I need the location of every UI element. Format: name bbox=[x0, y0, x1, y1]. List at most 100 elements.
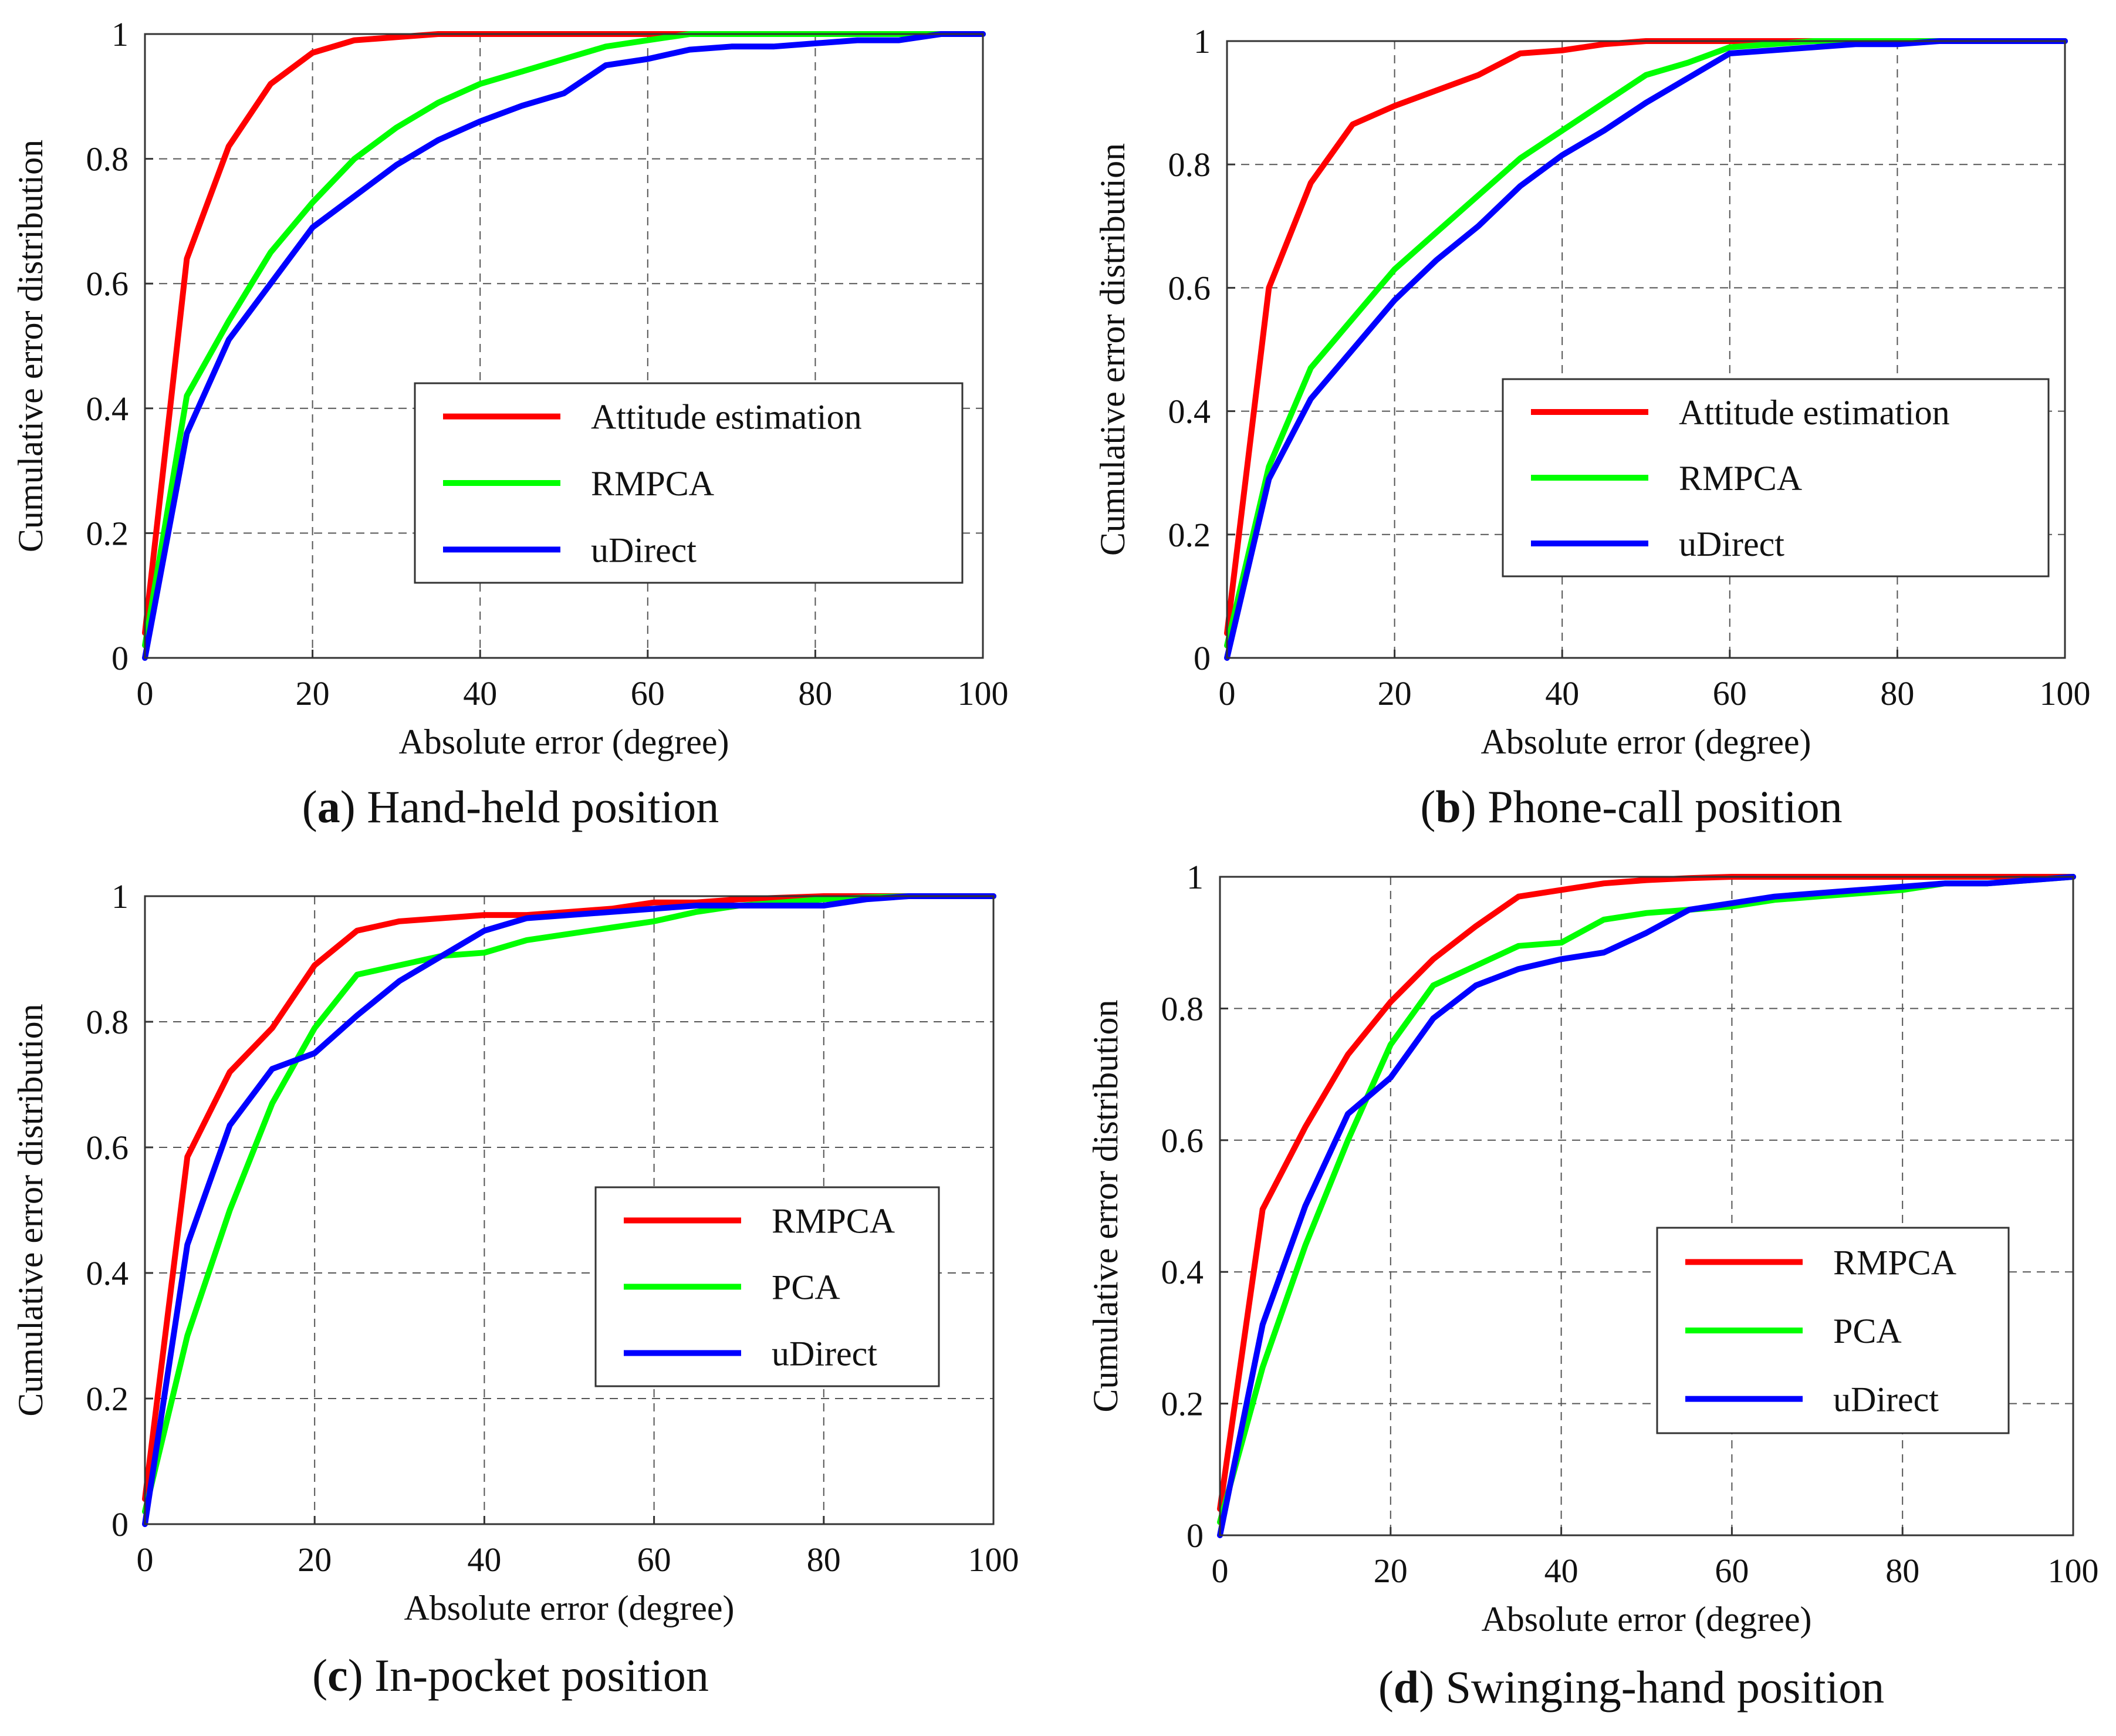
y-tick-label: 0.4 bbox=[1161, 1253, 1204, 1291]
plot-frame bbox=[1219, 876, 2074, 1536]
caption-text-c: In-pocket position bbox=[363, 1650, 709, 1701]
caption-c: (c) In-pocket position bbox=[312, 1650, 709, 1701]
y-tick-label: 0.8 bbox=[1168, 146, 1211, 184]
x-tick-label: 60 bbox=[637, 1541, 671, 1579]
y-tick-label: 0 bbox=[1194, 639, 1211, 677]
caption-text-a: Hand-held position bbox=[355, 781, 719, 832]
legend-label: uDirect bbox=[1679, 525, 1784, 563]
chart-panel-d: 0 20 40 60 80 100 0 0.2 0.4 0.6 0.8 1 Absolute error… bbox=[1086, 858, 2099, 1639]
x-tick-label: 20 bbox=[1374, 1552, 1408, 1590]
x-tick-label: 0 bbox=[1219, 674, 1236, 712]
y-tick-label: 0.2 bbox=[86, 1380, 129, 1418]
y-axis-label: Cumulative error distribution bbox=[1086, 999, 1125, 1412]
series-line-udirect bbox=[1217, 874, 2076, 1538]
y-tick-label: 0.4 bbox=[86, 1254, 129, 1292]
x-tick-label: 0 bbox=[1212, 1552, 1229, 1590]
series-line-pca bbox=[142, 893, 996, 1515]
y-tick-label: 0.4 bbox=[86, 390, 129, 428]
chart-panel-c: 0 20 40 60 80 100 0 0.2 0.4 0.6 0.8 1 Absolute error… bbox=[11, 877, 1019, 1627]
y-axis-label: Cumulative error distribution bbox=[11, 140, 50, 552]
legend: Attitude estimation RMPCA uDirect bbox=[414, 382, 964, 584]
x-tick-label: 40 bbox=[463, 674, 497, 712]
plot-frame bbox=[144, 895, 995, 1525]
legend-label: PCA bbox=[1833, 1312, 1902, 1350]
caption-text-b: Phone-call position bbox=[1476, 781, 1843, 832]
y-axis-label: Cumulative error distribution bbox=[11, 1004, 50, 1416]
y-tick-label: 1 bbox=[1194, 22, 1211, 60]
x-tick-label: 40 bbox=[1544, 1552, 1578, 1590]
x-tick-label: 0 bbox=[137, 1541, 154, 1579]
legend-label: Attitude estimation bbox=[591, 398, 862, 437]
x-tick-label: 20 bbox=[1378, 674, 1412, 712]
plot-frame bbox=[1226, 40, 2066, 659]
x-tick-label: 40 bbox=[467, 1541, 501, 1579]
y-tick-label: 0.6 bbox=[86, 265, 129, 303]
x-axis-label: Absolute error (degree) bbox=[1480, 722, 1811, 761]
legend-label: PCA bbox=[772, 1268, 840, 1307]
x-tick-label: 80 bbox=[798, 674, 832, 712]
series-line-pca bbox=[1217, 874, 2076, 1525]
legend-label: uDirect bbox=[772, 1335, 877, 1373]
x-tick-label: 80 bbox=[1885, 1552, 1919, 1590]
y-tick-label: 0.8 bbox=[86, 140, 129, 178]
caption-letter-b: b bbox=[1435, 781, 1461, 832]
series-line-udirect bbox=[142, 31, 986, 661]
x-tick-label: 80 bbox=[1880, 674, 1914, 712]
legend-label: RMPCA bbox=[1833, 1243, 1956, 1282]
caption-letter-d: d bbox=[1393, 1661, 1419, 1713]
x-tick-label: 100 bbox=[958, 674, 1009, 712]
y-tick-label: 0.8 bbox=[1161, 989, 1204, 1028]
y-tick-label: 0 bbox=[111, 1505, 129, 1544]
legend: RMPCA PCA uDirect bbox=[1656, 1227, 2010, 1434]
y-tick-label: 0.2 bbox=[1161, 1385, 1204, 1423]
legend-label: Attitude estimation bbox=[1679, 393, 1950, 432]
legend: RMPCA PCA uDirect bbox=[594, 1186, 940, 1387]
x-tick-label: 80 bbox=[807, 1541, 841, 1579]
y-tick-label: 0 bbox=[111, 639, 129, 677]
y-tick-label: 1 bbox=[111, 877, 129, 916]
legend-label: RMPCA bbox=[772, 1202, 895, 1241]
y-tick-label: 0.2 bbox=[1168, 516, 1211, 554]
x-tick-label: 60 bbox=[1713, 674, 1747, 712]
x-axis-label: Absolute error (degree) bbox=[404, 1589, 734, 1627]
legend-label: RMPCA bbox=[1679, 459, 1802, 498]
y-tick-label: 1 bbox=[111, 15, 129, 53]
x-tick-label: 100 bbox=[2040, 674, 2091, 712]
y-tick-label: 0.2 bbox=[86, 514, 129, 552]
y-tick-label: 0.6 bbox=[1168, 269, 1211, 307]
caption-letter-c: c bbox=[327, 1650, 348, 1701]
y-tick-label: 0 bbox=[1187, 1517, 1204, 1555]
x-tick-label: 20 bbox=[298, 1541, 332, 1579]
x-axis-label: Absolute error (degree) bbox=[1481, 1600, 1811, 1639]
y-tick-label: 0.8 bbox=[86, 1003, 129, 1041]
chart-panel-b: 0 20 40 60 80 100 0 0.2 0.4 0.6 0.8 1 Absolute error… bbox=[1093, 22, 2091, 761]
series-line-udirect bbox=[1224, 38, 2068, 661]
series-line-rmpca bbox=[1217, 874, 2076, 1512]
y-tick-label: 0.4 bbox=[1168, 393, 1211, 431]
x-tick-label: 100 bbox=[2048, 1552, 2099, 1590]
y-axis-label: Cumulative error distribution bbox=[1093, 143, 1132, 556]
y-tick-label: 1 bbox=[1187, 858, 1204, 896]
caption-d: (d) Swinging-hand position bbox=[1378, 1661, 1885, 1713]
legend: Attitude estimation RMPCA uDirect bbox=[1502, 378, 2050, 577]
plot-frame bbox=[144, 33, 984, 659]
series-line-rmpca bbox=[142, 893, 996, 1502]
x-tick-label: 0 bbox=[137, 674, 154, 712]
legend-label: uDirect bbox=[1833, 1380, 1939, 1419]
x-tick-label: 20 bbox=[296, 674, 330, 712]
x-tick-label: 60 bbox=[1715, 1552, 1749, 1590]
series-line-udirect bbox=[142, 893, 996, 1527]
x-tick-label: 40 bbox=[1545, 674, 1579, 712]
legend-label: RMPCA bbox=[591, 464, 714, 503]
y-tick-label: 0.6 bbox=[1161, 1122, 1204, 1160]
legend-label: uDirect bbox=[591, 531, 697, 569]
chart-panel-a: 0 20 40 60 80 100 0 0.2 0.4 0.6 0.8 1 Absolute error… bbox=[11, 15, 1009, 761]
caption-text-d: Swinging-hand position bbox=[1434, 1661, 1885, 1713]
caption-a: (a) Hand-held position bbox=[302, 781, 719, 832]
y-tick-label: 0.6 bbox=[86, 1129, 129, 1167]
x-tick-label: 100 bbox=[968, 1541, 1019, 1579]
x-axis-label: Absolute error (degree) bbox=[398, 722, 729, 761]
x-tick-label: 60 bbox=[631, 674, 665, 712]
